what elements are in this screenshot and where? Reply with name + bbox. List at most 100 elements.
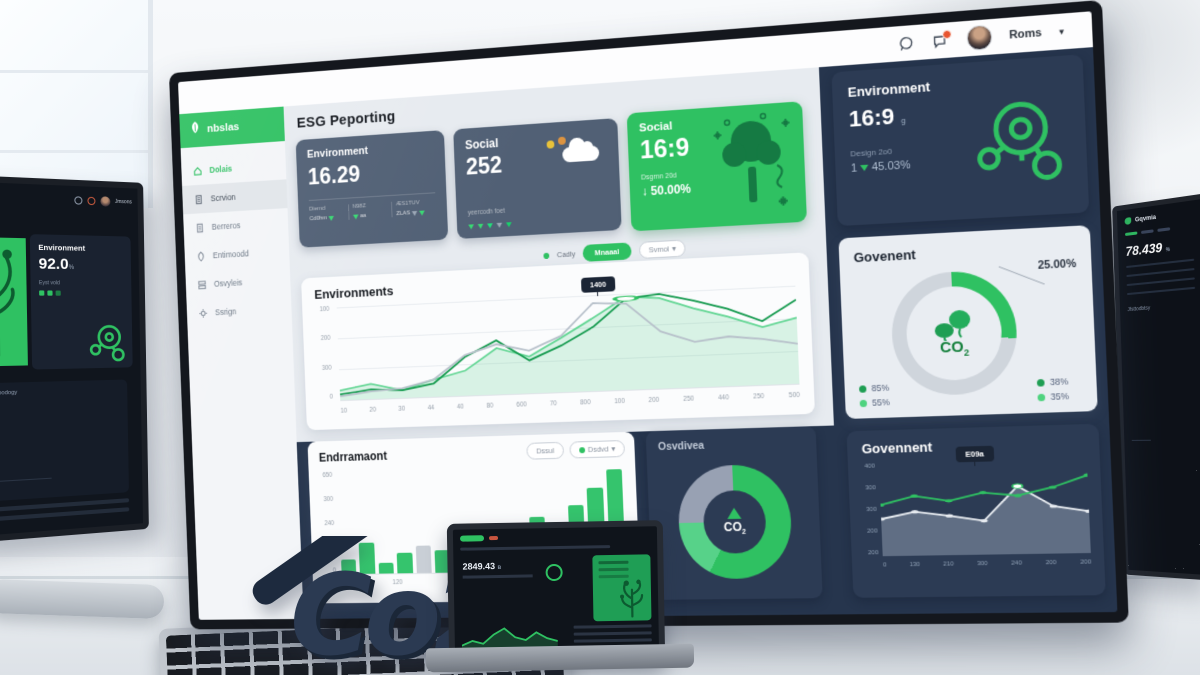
- axis-label: 800: [580, 399, 591, 407]
- laptop-value: 2849.43: [462, 561, 496, 572]
- leaf-icons: [39, 290, 124, 296]
- axis-label: 440: [717, 394, 730, 402]
- laptop-nav: [460, 545, 611, 551]
- card-unit: g: [900, 115, 906, 126]
- environments-chart-card: Environments 100 200 300 0 10 20 30 44 40 80 600 7…: [301, 252, 815, 431]
- leaf-icon: [352, 213, 359, 220]
- chat-icon[interactable]: [87, 196, 96, 206]
- axis-label: 300: [976, 560, 988, 568]
- axis-label: 80: [486, 402, 494, 410]
- axis-label: 130: [909, 561, 921, 569]
- gear-icon: [198, 307, 208, 318]
- bar: [1140, 361, 1144, 440]
- notification-badge: [941, 28, 952, 39]
- leaf-logo-icon: [1124, 217, 1132, 226]
- window-frame-line: [0, 70, 148, 73]
- metric-value: 78.439: [1125, 240, 1163, 260]
- chevron-down-icon[interactable]: ▾: [1058, 25, 1065, 37]
- bar: [38, 435, 40, 479]
- avatar[interactable]: [100, 196, 111, 207]
- chart-range-dropdown[interactable]: Svmol ▾: [638, 239, 686, 259]
- list-lines: [1126, 258, 1196, 296]
- axis-label: 300: [865, 485, 876, 492]
- chart-title: Jfsttodbtsy: [1127, 305, 1151, 314]
- axis-label: 200: [320, 335, 331, 343]
- leaf-icon: [196, 251, 206, 262]
- axis-label: 240: [1011, 560, 1023, 567]
- axis-label: 200: [648, 396, 660, 405]
- environment-score-card: Environment 92.0% Eyst vold: [29, 234, 133, 370]
- leaf-icon: [412, 210, 418, 216]
- chart-filter-button[interactable]: Dssul: [526, 441, 565, 460]
- gauge-center: CO2: [904, 284, 1004, 382]
- donut-chart[interactable]: CO2: [676, 463, 794, 580]
- chart-tooltip: 1400: [580, 276, 616, 293]
- sidebar-menu: Dolais Scrvion Berreros Entimoodd: [181, 151, 292, 328]
- leaf-icons: [468, 222, 512, 230]
- laptop-subline: [462, 574, 533, 579]
- axis-label: 70: [549, 400, 558, 408]
- axis-label: 100: [614, 397, 625, 406]
- bar: [0, 451, 2, 481]
- card-unit: %: [68, 264, 75, 272]
- axis-label: 30: [398, 405, 406, 413]
- card-footnote: yeercodh foet: [467, 207, 506, 217]
- axis-label: 44: [427, 404, 435, 412]
- axis-label: 200: [1045, 559, 1057, 567]
- arrow-down-icon: [860, 164, 869, 172]
- comment-icon[interactable]: [897, 34, 915, 53]
- window: [0, 0, 153, 208]
- main-monitor: Roms ▾ nbslas Dolais: [168, 0, 1129, 630]
- avatar[interactable]: [966, 24, 993, 52]
- y-axis: 400 300 300 200 200: [854, 463, 879, 557]
- leaves-icon: [934, 309, 971, 341]
- chat-icon[interactable]: [932, 28, 952, 50]
- chart-primary-button[interactable]: Mnaaal: [582, 242, 632, 262]
- user-name: Jmsons: [114, 198, 132, 206]
- bar: [46, 427, 48, 478]
- bar: [34, 447, 36, 479]
- social-highlight-card: Social 16:9 Dsgrnn 20d ↓ 50.00%: [626, 101, 807, 232]
- governance-chart-card: Govennent 400 300 300 200 200 0 130 210 300 240 2…: [846, 423, 1106, 598]
- overview-donut-card: Osvdivea CO2: [645, 426, 823, 600]
- mini-stats: Diemcl Cd0hm N98Z aa ÆS1TUV ZLAS: [308, 192, 437, 223]
- axis-label: 200: [867, 550, 879, 557]
- bar: [21, 438, 23, 480]
- line-chart[interactable]: [878, 458, 1091, 557]
- chevron-down-icon: ▾: [611, 444, 616, 454]
- leaf-icon: [419, 209, 426, 216]
- bar: [1133, 389, 1136, 440]
- bar-chart-card: Odstvoodogy: [0, 379, 129, 503]
- laptop-logo-pill: [459, 535, 485, 542]
- layers-icon: [197, 279, 207, 290]
- donut-center: CO2: [702, 489, 767, 554]
- legend-dot-icon: [579, 446, 586, 453]
- dashboard-screen: Roms ▾ nbslas Dolais: [178, 11, 1118, 620]
- axis-label: 300: [866, 506, 877, 514]
- doc-icon: [195, 222, 205, 233]
- card-value: 16:9: [848, 103, 895, 132]
- card-subtext: Eyst vold: [38, 280, 60, 287]
- bar: [50, 438, 52, 478]
- mountain-icon: [726, 507, 742, 519]
- nav-tabs[interactable]: [1125, 224, 1193, 237]
- sidebar-item-settings[interactable]: Ssrign: [186, 294, 292, 328]
- chart-series-dropdown[interactable]: Dsdvd ▾: [569, 439, 626, 459]
- card-value: 92.0: [38, 255, 69, 274]
- metric-unit: %: [1165, 246, 1171, 254]
- tree-icon: [704, 108, 801, 215]
- gauge-legend-left: 85% 55%: [858, 382, 890, 408]
- user-name: Roms: [1008, 26, 1043, 42]
- y-axis: 100 200 300 0: [308, 306, 333, 401]
- left-monitor: Jmsons Environment 92.0% Eyst vold Odstv…: [0, 174, 149, 544]
- home-icon: [193, 165, 203, 176]
- axis-label: 500: [788, 391, 800, 400]
- bell-icon[interactable]: [74, 196, 83, 205]
- bar: [26, 443, 27, 480]
- social-kpi-card: Social 252 yeercodh foet: [453, 118, 622, 239]
- axis-label: 400: [864, 463, 875, 470]
- delta-value: 50.00%: [650, 181, 692, 199]
- logo-text: Gqvmia: [1134, 214, 1157, 224]
- line-chart[interactable]: [336, 283, 800, 402]
